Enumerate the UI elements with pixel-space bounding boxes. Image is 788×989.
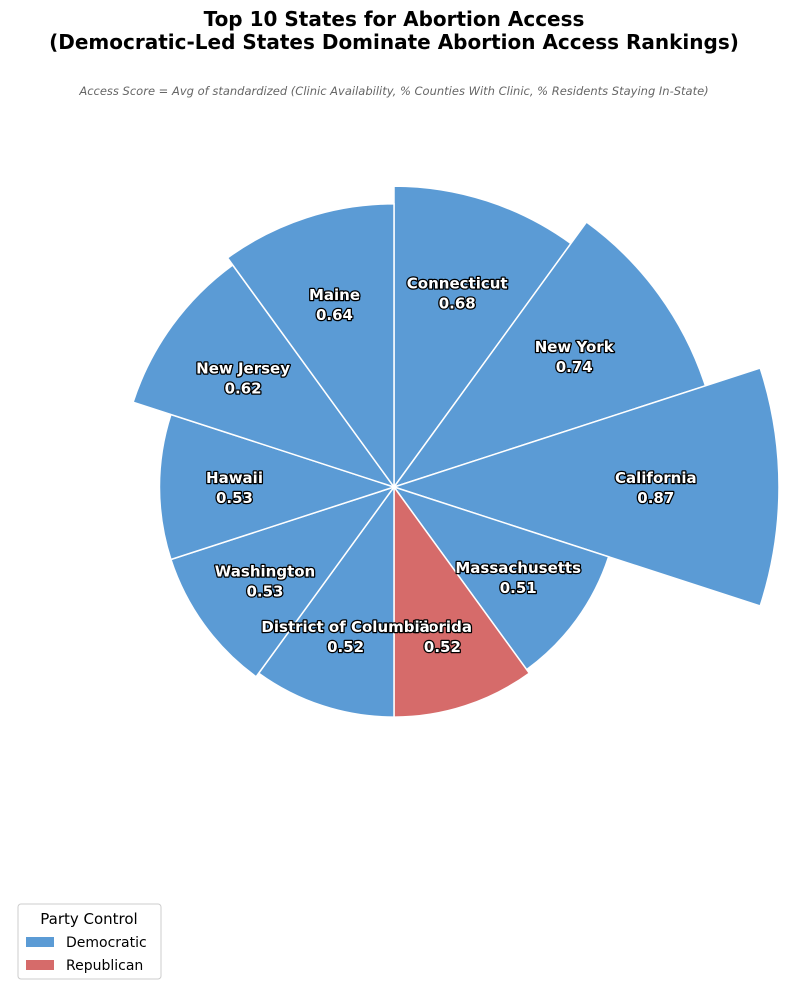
chart-title-line1: Top 10 States for Abortion Access [204, 7, 585, 31]
bar-maine [226, 203, 395, 490]
label-new-jersey: New Jersey 0.62 [196, 359, 290, 397]
label-hawaii: Hawaii 0.53 [206, 469, 263, 507]
segment-labels: Connecticut 0.68 New York 0.74 California 0.8… [195, 273, 698, 657]
label-new-york: New York 0.74 [535, 338, 615, 376]
bar-connecticut [393, 185, 572, 490]
label-washington: Washington 0.53 [215, 563, 315, 601]
bar-washington [169, 485, 396, 678]
label-florida: Florida 0.52 [413, 618, 472, 656]
bar-florida [393, 484, 531, 718]
legend-label-republican: Republican [66, 958, 143, 974]
label-massachusetts: Massachusetts 0.51 [455, 559, 581, 597]
chart-title-line2: (Democratic-Led States Dominate Abortion… [49, 30, 739, 54]
label-district-of-columbia: District of Columbia 0.52 [261, 618, 429, 656]
legend-label-democratic: Democratic [66, 935, 147, 951]
label-maine: Maine 0.64 [309, 286, 360, 324]
bar-new-york [392, 221, 707, 489]
bar-hawaii [158, 413, 397, 561]
bar-massachusetts [392, 485, 610, 671]
label-california: California 0.87 [615, 469, 697, 507]
legend-swatch-democratic [26, 937, 54, 947]
bar-district-of-columbia [257, 484, 395, 718]
legend-title: Party Control [40, 910, 137, 928]
bar-new-jersey [132, 263, 396, 489]
polar-bars [132, 185, 780, 718]
legend: Party Control Democratic Republican [17, 903, 162, 980]
chart-subtitle: Access Score = Avg of standardized (Clin… [78, 84, 708, 98]
bar-california [391, 367, 780, 607]
label-connecticut: Connecticut 0.68 [407, 274, 508, 312]
legend-swatch-republican [26, 960, 54, 970]
